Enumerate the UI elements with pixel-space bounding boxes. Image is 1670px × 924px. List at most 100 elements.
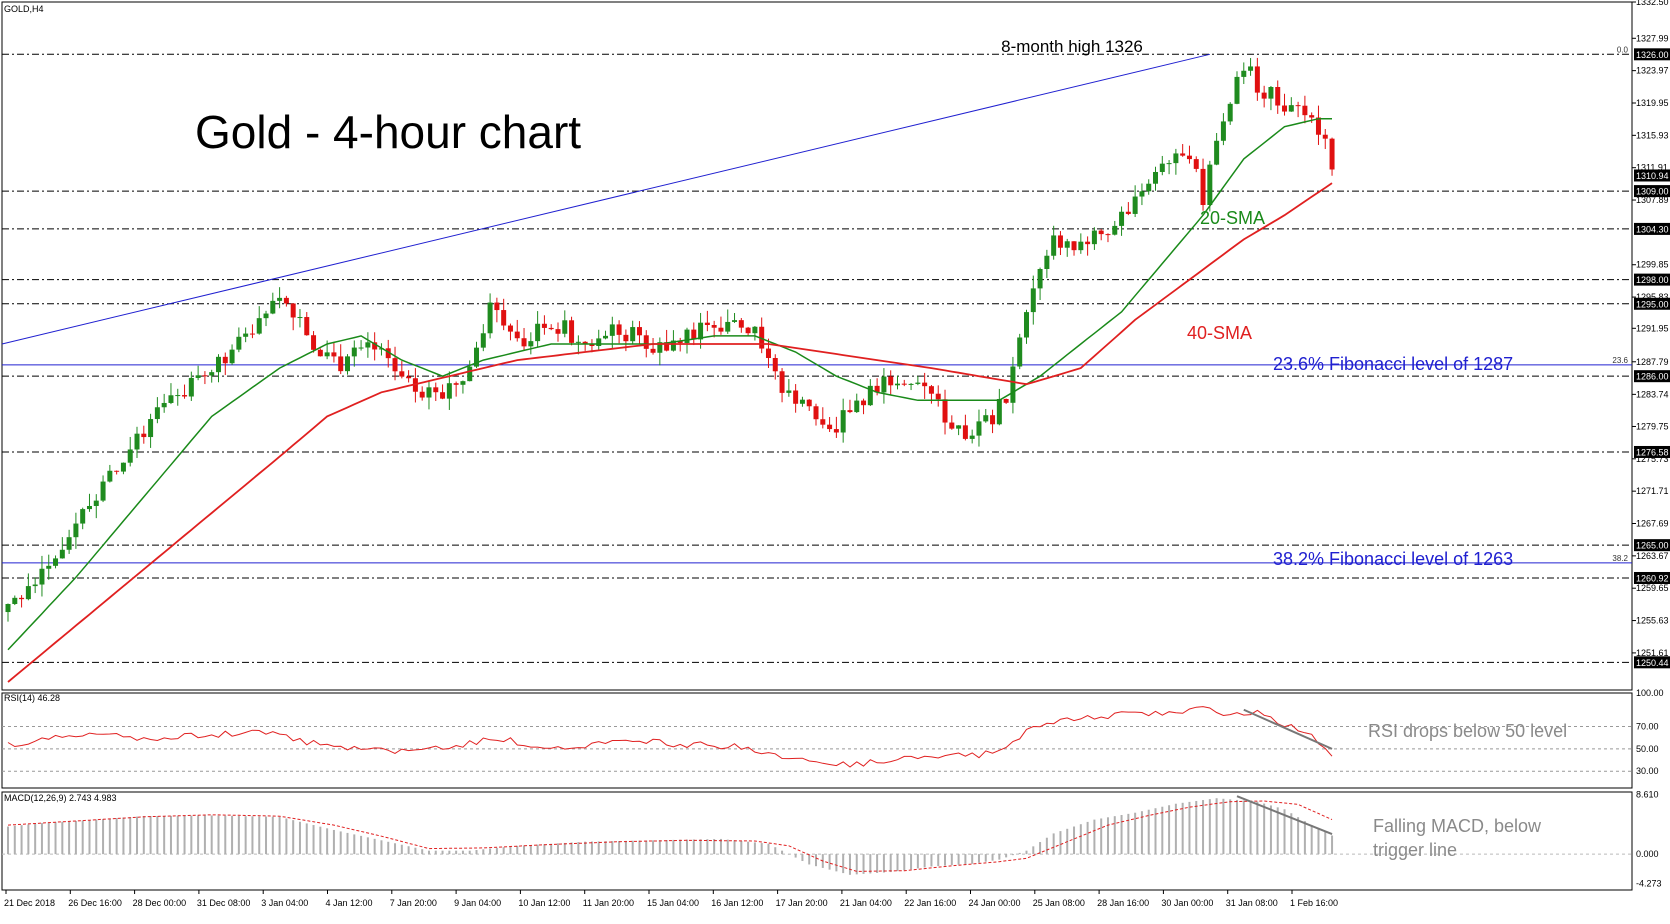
macd-tick-1: 0.000 bbox=[1636, 849, 1659, 859]
macd-histogram-bar bbox=[102, 819, 105, 855]
candle-body bbox=[650, 348, 656, 353]
macd-histogram-bar bbox=[292, 820, 295, 855]
candle-body bbox=[270, 300, 276, 314]
candle-body bbox=[1091, 230, 1097, 245]
candle-body bbox=[1105, 234, 1111, 236]
macd-histogram-bar bbox=[489, 848, 492, 855]
candle-body bbox=[623, 334, 629, 342]
macd-histogram-bar bbox=[1113, 816, 1116, 855]
price-tick-label-0: 1332.50 bbox=[1636, 0, 1669, 7]
candle-body bbox=[100, 481, 106, 501]
macd-histogram-bar bbox=[1215, 798, 1218, 855]
time-tick-label-4: 3 Jan 04:00 bbox=[261, 898, 308, 908]
level-price-label-2: 1309.00 bbox=[1636, 187, 1669, 197]
macd-histogram-bar bbox=[13, 825, 16, 855]
level-price-box-12 bbox=[1634, 656, 1670, 669]
macd-histogram-bar bbox=[1188, 801, 1191, 855]
time-tick-label-16: 25 Jan 08:00 bbox=[1033, 898, 1085, 908]
price-tick-label-19: 1251.61 bbox=[1636, 648, 1669, 658]
macd-histogram-bar bbox=[305, 823, 308, 855]
macd-histogram-bar bbox=[1161, 806, 1164, 855]
level-price-label-11: 1260.92 bbox=[1636, 573, 1669, 583]
macd-histogram-bar bbox=[699, 839, 702, 855]
macd-histogram-bar bbox=[237, 816, 240, 855]
macd-histogram-bar bbox=[1154, 808, 1157, 855]
macd-histogram-bar bbox=[767, 843, 770, 855]
macd-histogram-bar bbox=[1269, 805, 1272, 855]
macd-histogram-bar bbox=[991, 854, 994, 861]
candle-body bbox=[596, 338, 602, 346]
macd-histogram-bar bbox=[142, 816, 145, 855]
macd-histogram-bar bbox=[326, 828, 329, 855]
macd-histogram-bar bbox=[977, 854, 980, 863]
macd-histogram-bar bbox=[1025, 850, 1028, 855]
macd-histogram-bar bbox=[923, 854, 926, 868]
trendline-layer bbox=[1, 53, 1210, 345]
candle-body bbox=[1132, 196, 1138, 214]
candle-body bbox=[1234, 76, 1240, 104]
level-price-label-7: 1286.00 bbox=[1636, 372, 1669, 382]
sma20-line bbox=[7, 117, 1332, 651]
candle-body bbox=[290, 303, 296, 318]
macd-histogram-bar bbox=[427, 850, 430, 855]
macd-histogram-bar bbox=[706, 839, 709, 855]
candle-body bbox=[345, 356, 350, 372]
candle-body bbox=[1193, 159, 1199, 169]
price-panel-frame bbox=[1, 1, 1633, 691]
candle-body bbox=[1159, 163, 1165, 172]
rising-trendline bbox=[1, 53, 1210, 345]
macd-histogram-bar bbox=[543, 844, 546, 855]
macd-falling-trendline bbox=[1236, 795, 1333, 836]
time-tick-label-6: 7 Jan 20:00 bbox=[390, 898, 437, 908]
macd-histogram-bar bbox=[482, 849, 485, 855]
macd-histogram-bar bbox=[407, 846, 410, 855]
rsi-tick-1: 70.00 bbox=[1636, 722, 1659, 732]
macd-label: MACD(12,26,9) 2.743 4.983 bbox=[4, 793, 117, 803]
price-tick-label-1: 1327.99 bbox=[1636, 33, 1669, 43]
candle-body bbox=[840, 410, 846, 433]
candle-body bbox=[976, 421, 982, 436]
candle-body bbox=[874, 385, 880, 393]
candle-body bbox=[786, 390, 792, 393]
candle-body bbox=[5, 603, 11, 613]
macd-histogram-bar bbox=[502, 847, 505, 855]
level-price-label-0: 1326.00 bbox=[1636, 50, 1669, 60]
candle-body bbox=[1119, 211, 1125, 226]
rsi-falling-trendline bbox=[1243, 708, 1333, 750]
candle-body bbox=[1241, 70, 1247, 77]
candle-body bbox=[46, 565, 52, 569]
macd-histogram-bar bbox=[556, 843, 559, 855]
price-tick-label-4: 1315.93 bbox=[1636, 130, 1669, 140]
macd-histogram-bar bbox=[54, 822, 57, 855]
macd-histogram-bar bbox=[1310, 825, 1313, 855]
time-tick-label-20: 1 Feb 16:00 bbox=[1290, 898, 1338, 908]
macd-histogram-bar bbox=[550, 843, 553, 855]
time-tick-label-15: 24 Jan 00:00 bbox=[969, 898, 1021, 908]
candle-body bbox=[745, 327, 751, 334]
candle-body bbox=[935, 393, 941, 400]
time-tick-label-17: 28 Jan 16:00 bbox=[1097, 898, 1149, 908]
candle-body bbox=[711, 325, 717, 328]
candle-body bbox=[256, 318, 262, 334]
time-tick-label-18: 30 Jan 00:00 bbox=[1161, 898, 1213, 908]
macd-histogram-bar bbox=[1018, 852, 1021, 855]
macd-histogram-bar bbox=[1297, 817, 1300, 855]
macd-histogram-bar bbox=[217, 815, 220, 855]
rsi-label: RSI(14) 46.28 bbox=[4, 693, 60, 703]
price-tick-label-7: 1299.85 bbox=[1636, 260, 1669, 270]
candle-body bbox=[704, 322, 710, 326]
candle-body bbox=[1275, 87, 1281, 106]
candle-body bbox=[1071, 241, 1077, 251]
time-tick-label-2: 28 Dec 00:00 bbox=[133, 898, 187, 908]
macd-histogram-bar bbox=[747, 841, 750, 855]
candle-body bbox=[1295, 105, 1301, 107]
macd-histogram-bar bbox=[679, 839, 682, 855]
candle-body bbox=[752, 326, 758, 334]
candle-body bbox=[861, 400, 867, 406]
macd-histogram-bar bbox=[1100, 818, 1103, 855]
rsi-annotation: RSI drops below 50 level bbox=[1368, 721, 1567, 741]
macd-histogram-bar bbox=[455, 850, 458, 855]
macd-histogram-bar bbox=[509, 846, 512, 855]
candle-body bbox=[243, 333, 249, 337]
candle-body bbox=[1051, 235, 1057, 256]
